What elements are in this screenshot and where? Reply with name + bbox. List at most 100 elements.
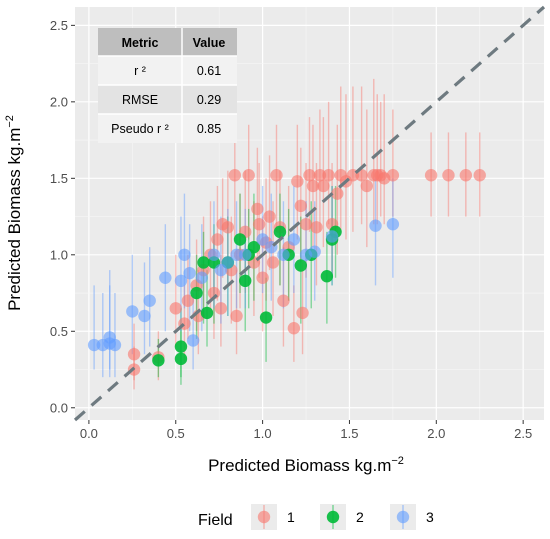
y-tick-label: 0.0 <box>50 400 68 415</box>
point-series-1 <box>310 221 323 234</box>
y-axis-title-text: Predicted Biomass kg.m <box>5 128 24 311</box>
point-series-3 <box>174 274 188 288</box>
table-value-pseudo-r2: 0.85 <box>197 122 221 136</box>
point-series-1 <box>266 256 280 269</box>
point-series-1 <box>424 169 438 182</box>
point-series-1 <box>181 294 195 307</box>
point-series-2 <box>174 352 188 366</box>
table-value-rmse: 0.29 <box>197 93 221 107</box>
y-tick-label: 2.0 <box>50 94 68 109</box>
table-metric-pseudo-r2: Pseudo r ² <box>111 122 169 136</box>
point-series-1 <box>252 218 266 231</box>
point-series-3 <box>143 294 156 307</box>
x-axis-title-exponent: −2 <box>391 455 404 467</box>
x-tick-label: 0.5 <box>167 426 185 441</box>
point-series-3 <box>221 256 235 269</box>
point-series-3 <box>386 218 400 231</box>
point-series-2 <box>294 259 308 272</box>
point-series-1 <box>331 187 344 200</box>
point-series-1 <box>459 169 473 182</box>
point-series-3 <box>325 230 339 243</box>
x-tick-label: 1.5 <box>340 426 358 441</box>
y-tick-label: 0.5 <box>50 324 68 339</box>
point-series-3 <box>186 334 200 347</box>
point-series-1 <box>230 309 243 323</box>
legend-item-1: 1 <box>251 504 295 530</box>
point-series-1 <box>251 202 264 216</box>
identity-reference-line <box>73 5 546 422</box>
point-series-2 <box>200 306 214 320</box>
point-series-2 <box>247 240 261 254</box>
point-series-3 <box>138 309 151 323</box>
point-series-3 <box>277 248 290 261</box>
legend-label: 1 <box>287 509 295 525</box>
point-series-1 <box>322 169 335 182</box>
table-header-cell-value <box>182 28 237 56</box>
point-series-1 <box>317 179 330 193</box>
table-cell <box>182 114 237 143</box>
point-series-1 <box>263 210 276 223</box>
table-cell <box>98 114 182 143</box>
y-axis-ticks: 0.0 0.5 1.0 1.5 2.0 2.5 <box>50 18 75 415</box>
x-tick-label: 2.0 <box>427 426 445 441</box>
table-cell <box>182 56 237 85</box>
point-series-2 <box>273 225 287 239</box>
point-series-3 <box>108 338 122 352</box>
table-value-r2: 0.61 <box>197 64 221 78</box>
point-series-3 <box>126 305 139 318</box>
y-axis-title-exponent: −2 <box>4 115 16 128</box>
point-series-1 <box>270 169 283 182</box>
legend: Field 1 2 3 <box>198 504 434 530</box>
point-series-1 <box>214 302 228 315</box>
legend-key-point <box>396 510 410 524</box>
x-axis-title-text: Predicted Biomass kg.m <box>208 456 391 475</box>
point-series-1 <box>169 302 182 315</box>
x-tick-label: 0.0 <box>80 426 98 441</box>
legend-key-point <box>257 510 271 524</box>
x-axis-ticks: 0.0 0.5 1.0 1.5 2.0 2.5 <box>80 420 532 441</box>
point-series-1 <box>294 199 308 213</box>
table-header-cell-metric <box>98 28 182 56</box>
legend-key-point <box>326 510 340 524</box>
legend-item-2: 2 <box>320 504 364 530</box>
point-series-2 <box>190 286 203 300</box>
point-series-2 <box>152 354 165 367</box>
point-series-3 <box>369 219 382 232</box>
point-series-1 <box>303 169 316 182</box>
table-cell <box>98 85 182 114</box>
point-series-1 <box>287 322 301 335</box>
point-series-1 <box>386 169 400 182</box>
y-tick-label: 2.5 <box>50 18 68 33</box>
table-metric-r2: r ² <box>134 64 146 78</box>
point-series-3 <box>287 233 301 246</box>
point-series-2 <box>239 274 252 288</box>
y-axis-title: Predicted Biomass kg.m−2 <box>4 115 24 311</box>
point-series-1 <box>299 218 313 231</box>
point-series-3 <box>183 266 196 280</box>
legend-label: 3 <box>426 509 434 525</box>
table-header-metric: Metric <box>122 36 159 50</box>
point-series-1 <box>306 179 320 193</box>
metrics-table: Metric Value r ² 0.61 RMSE 0.29 Pseudo r… <box>98 28 237 143</box>
legend-item-3: 3 <box>390 504 434 530</box>
point-series-3 <box>239 248 252 261</box>
point-series-1 <box>211 233 224 246</box>
point-series-1 <box>277 294 290 307</box>
table-cell <box>182 85 237 114</box>
x-axis-title: Predicted Biomass kg.m−2 <box>208 455 404 475</box>
point-series-1 <box>228 169 242 182</box>
point-series-1 <box>473 169 486 182</box>
point-series-1 <box>442 169 455 182</box>
point-series-3 <box>256 233 269 246</box>
point-series-3 <box>308 245 321 258</box>
point-series-1 <box>221 221 235 234</box>
legend-title: Field <box>198 512 233 529</box>
point-series-1 <box>296 306 309 320</box>
point-series-2 <box>233 233 247 246</box>
y-tick-label: 1.0 <box>50 247 68 262</box>
x-tick-label: 1.0 <box>254 426 272 441</box>
point-series-2 <box>320 270 334 283</box>
point-series-1 <box>127 348 141 361</box>
table-header-value: Value <box>193 36 226 50</box>
